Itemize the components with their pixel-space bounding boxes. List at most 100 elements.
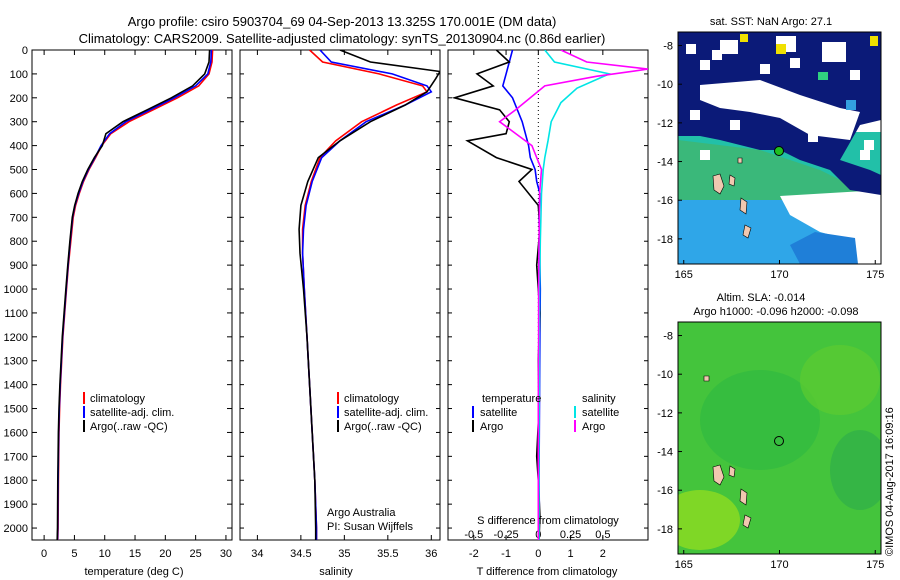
difference-series	[451, 50, 648, 540]
salinity-xtick-label: 34	[251, 548, 263, 560]
salinity-series	[298, 50, 440, 540]
salinity-legend: climatology satellite-adj. clim. Argo(..…	[327, 392, 428, 533]
temperature-ytick-label: 900	[10, 260, 28, 272]
legend-label-satellite: satellite-adj. clim.	[344, 407, 428, 419]
sla-map-island	[742, 514, 752, 529]
legend-label-climatology: climatology	[90, 393, 146, 405]
sst-map-ytick-label: -8	[663, 41, 673, 53]
sst-map-xtick-label: 170	[770, 269, 788, 281]
salinity-series-argo-raw-qc	[298, 50, 440, 540]
temperature-xtick-label: 20	[159, 548, 171, 560]
sst-map-cloud-pixel	[730, 96, 740, 106]
difference-s-tick-label: 0.5	[595, 529, 610, 541]
sst-map-ytick-label: -18	[657, 234, 673, 246]
sla-map-title-2: Argo h1000: -0.096 h2000: -0.098	[693, 306, 858, 318]
temperature-xtick-label: 25	[190, 548, 202, 560]
argo-australia-annotation: Argo Australia	[327, 507, 396, 519]
difference-xtick-label: -2	[469, 548, 479, 560]
sst-map-xtick-label: 175	[866, 269, 884, 281]
sst-map-ytick-label: -10	[657, 79, 673, 91]
sst-map-cloud-pixel	[850, 70, 860, 80]
sst-map-cloud-pixel	[804, 112, 814, 122]
sst-map-cyan-pixel	[818, 72, 828, 80]
sst-map-island	[728, 174, 736, 187]
salinity-xtick-label: 35.5	[377, 548, 398, 560]
salinity-xtick-label: 36	[425, 548, 437, 560]
sst-map-cloud-pixel	[730, 120, 740, 130]
sst-map-argo-location	[774, 146, 784, 156]
salinity-xtick-label: 35	[338, 548, 350, 560]
legend-label-argo-s: Argo	[582, 421, 605, 433]
sla-map-island	[703, 375, 710, 382]
sla-map-title-1: Altim. SLA: -0.014	[717, 292, 806, 304]
difference-xtick-label: 0	[535, 548, 541, 560]
sst-map-ytick-label: -14	[657, 157, 673, 169]
difference-s-tick-label: -0.5	[464, 529, 483, 541]
difference-xlabel-top: S difference from climatology	[477, 515, 619, 527]
temperature-ytick-label: 1100	[4, 308, 28, 320]
temperature-ytick-label: 300	[10, 117, 28, 129]
legend-label-satellite: satellite-adj. clim.	[90, 407, 174, 419]
sst-map-cloud-patch	[822, 42, 846, 62]
temperature-ytick-label: 600	[10, 188, 28, 200]
temperature-ytick-label: 200	[10, 93, 28, 105]
temperature-xtick-label: 15	[129, 548, 141, 560]
sst-map-cloud-pixel	[860, 150, 870, 160]
imos-credit: ©IMOS 04-Aug-2017 16:09:16	[884, 407, 896, 556]
temperature-ytick-label: 1300	[4, 356, 28, 368]
legend-label-argo-t: Argo	[480, 421, 503, 433]
temperature-series-climatology	[57, 50, 214, 540]
sla-map-xtick-label: 165	[675, 559, 693, 571]
temperature-ytick-label: 1500	[4, 404, 28, 416]
sst-map-cloud-patch	[720, 40, 738, 54]
sst-map	[678, 32, 881, 264]
sla-map-ticks: 165 170 175 -8 -10 -12 -14 -16 -18	[657, 331, 884, 571]
sst-map-cloud-pixel	[790, 58, 800, 68]
sst-map-cloud-pixel	[808, 132, 818, 142]
sst-map-island	[739, 197, 748, 215]
sla-map	[678, 322, 881, 554]
difference-series-satellite-salinity	[538, 50, 612, 540]
temperature-ytick-label: 500	[10, 165, 28, 177]
sla-map-island	[728, 465, 736, 478]
sla-map-ytick-label: -14	[657, 447, 673, 459]
difference-xtick-label: 1	[568, 548, 574, 560]
temperature-ytick-label: 1800	[4, 475, 28, 487]
sla-map-ytick-label: -8	[663, 331, 673, 343]
sla-map-ytick-label: -10	[657, 369, 673, 381]
temperature-panel-frame	[31, 49, 233, 541]
sla-map-island	[712, 464, 725, 486]
sla-map-ytick-label: -12	[657, 408, 673, 420]
sst-map-island	[742, 224, 752, 239]
sla-map-argo-location	[774, 436, 784, 446]
temperature-ytick-label: 1900	[4, 499, 28, 511]
sst-map-ytick-label: -12	[657, 118, 673, 130]
pi-annotation: PI: Susan Wijffels	[327, 521, 413, 533]
difference-series-argo-salinity	[498, 50, 648, 540]
legend-label-argo: Argo(..raw -QC)	[90, 421, 168, 433]
sst-map-island	[737, 157, 743, 164]
sst-map-cloud-pixel	[690, 110, 700, 120]
sst-map-island	[712, 173, 725, 195]
temperature-series-argo-raw-qc	[56, 50, 211, 540]
sst-map-cloud-pixel	[760, 64, 770, 74]
legend-label-argo: Argo(..raw -QC)	[344, 421, 422, 433]
temperature-ytick-label: 400	[10, 141, 28, 153]
difference-axes: -2 -1 0 1 2-0.5 -0.25 0 0.25 0.5	[448, 49, 648, 560]
temperature-legend: climatology satellite-adj. clim. Argo(..…	[83, 392, 174, 433]
sst-map-ticks: 165 170 175 -8 -10 -12 -14 -16 -18	[657, 41, 884, 281]
temperature-ytick-label: 1600	[4, 427, 28, 439]
difference-xtick-label: -1	[501, 548, 511, 560]
legend-label-satellite-t: satellite	[480, 407, 517, 419]
sst-map-yellow-pixel	[870, 36, 878, 46]
difference-xlabel: T difference from climatology	[477, 566, 618, 578]
sla-map-anomaly-patch	[830, 430, 881, 510]
sla-map-anomaly-patch	[700, 370, 820, 470]
temperature-ytick-label: 1700	[4, 451, 28, 463]
sst-map-cyan-pixel	[846, 100, 856, 110]
sst-map-cloud-pixel	[686, 44, 696, 54]
sla-map-ytick-label: -16	[657, 485, 673, 497]
salinity-xlabel: salinity	[319, 566, 353, 578]
sla-map-anomaly-patch	[800, 345, 880, 415]
